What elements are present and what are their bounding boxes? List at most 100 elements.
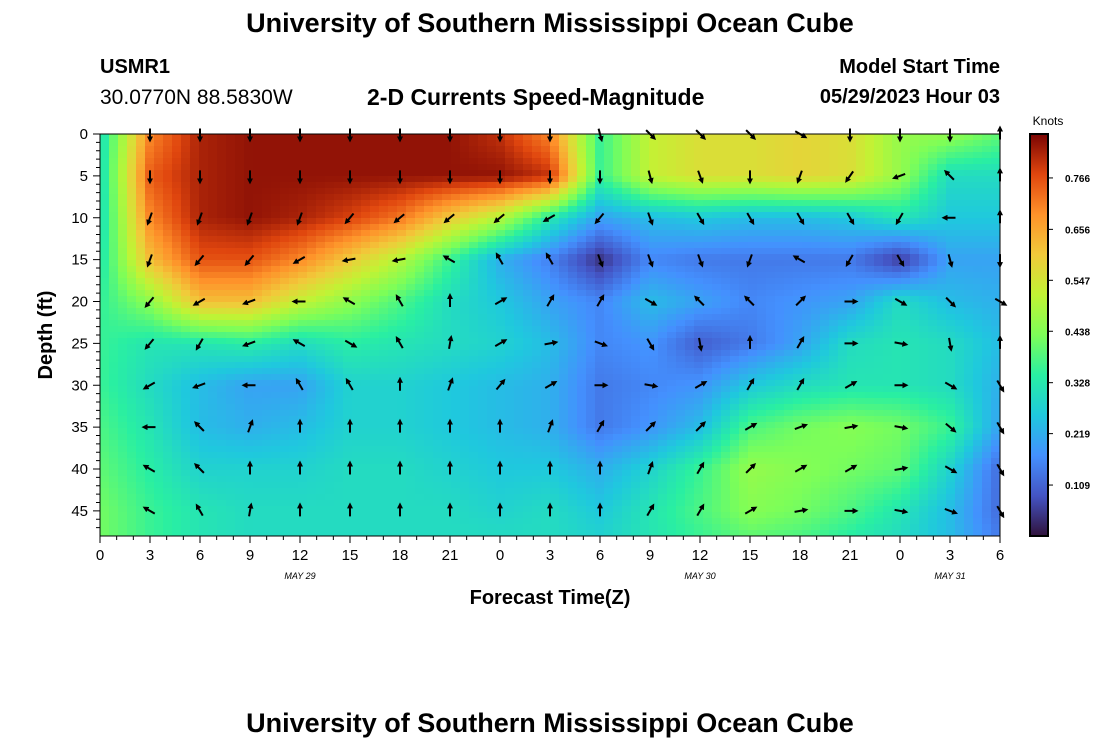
heatmap-cell [100,224,110,231]
heatmap-cell [883,200,893,207]
heatmap-cell [109,254,119,261]
heatmap-cell [910,314,920,321]
heatmap-cell [838,164,848,171]
heatmap-cell [559,332,569,339]
heatmap-cell [370,188,380,195]
heatmap-cell [676,386,686,393]
heatmap-cell [955,218,965,225]
heatmap-cell [514,194,524,201]
heatmap-cell [181,338,191,345]
heatmap-cell [883,416,893,423]
heatmap-cell [217,152,227,159]
heatmap-cell [847,158,857,165]
heatmap-cell [262,146,272,153]
heatmap-cell [532,392,542,399]
heatmap-cell [433,134,443,141]
heatmap-cell [163,164,173,171]
heatmap-cell [991,176,1000,183]
heatmap-cell [739,170,749,177]
heatmap-cell [514,386,524,393]
heatmap-cell [955,230,965,237]
heatmap-cell [577,428,587,435]
heatmap-cell [568,326,578,333]
heatmap-cell [397,170,407,177]
heatmap-cell [208,410,218,417]
heatmap-cell [361,170,371,177]
heatmap-cell [694,344,704,351]
heatmap-cell [127,422,137,429]
heatmap-cell [667,176,677,183]
heatmap-cell [838,320,848,327]
heatmap-cell [388,224,398,231]
heatmap-cell [397,146,407,153]
heatmap-cell [622,152,632,159]
heatmap-cell [775,296,785,303]
heatmap-cell [352,398,362,405]
heatmap-cell [442,350,452,357]
heatmap-cell [901,326,911,333]
heatmap-cell [325,368,335,375]
heatmap-cell [163,278,173,285]
heatmap-cell [487,416,497,423]
heatmap-cell [280,182,290,189]
heatmap-cell [937,272,947,279]
heatmap-cell [748,404,758,411]
heatmap-cell [919,302,929,309]
heatmap-cell [874,290,884,297]
heatmap-cell [460,146,470,153]
heatmap-cell [208,176,218,183]
heatmap-cell [604,314,614,321]
heatmap-cell [100,194,110,201]
heatmap-cell [703,194,713,201]
heatmap-cell [244,320,254,327]
heatmap-cell [298,398,308,405]
heatmap-cell [190,332,200,339]
heatmap-cell [613,200,623,207]
heatmap-cell [433,380,443,387]
heatmap-cell [946,326,956,333]
heatmap-cell [820,182,830,189]
heatmap-cell [757,158,767,165]
heatmap-cell [766,326,776,333]
heatmap-cell [577,242,587,249]
heatmap-cell [757,284,767,291]
heatmap-cell [577,416,587,423]
heatmap-cell [874,284,884,291]
heatmap-cell [802,212,812,219]
heatmap-cell [838,296,848,303]
heatmap-cell [541,374,551,381]
heatmap-cell [100,392,110,399]
heatmap-cell [703,224,713,231]
heatmap-cell [757,194,767,201]
heatmap-cell [127,170,137,177]
heatmap-cell [370,206,380,213]
heatmap-cell [217,140,227,147]
heatmap-cell [343,398,353,405]
heatmap-cell [154,188,164,195]
heatmap-cell [910,146,920,153]
heatmap-cell [991,170,1000,177]
heatmap-cell [118,392,128,399]
heatmap-cell [496,266,506,273]
heatmap-cell [550,266,560,273]
station-coordinates: 30.0770N 88.5830W [100,86,293,109]
heatmap-cell [649,326,659,333]
heatmap-cell [487,296,497,303]
heatmap-cell [235,254,245,261]
heatmap-cell [406,374,416,381]
heatmap-cell [568,308,578,315]
heatmap-cell [217,236,227,243]
heatmap-cell [721,410,731,417]
heatmap-cell [874,314,884,321]
heatmap-cell [415,428,425,435]
heatmap-cell [154,344,164,351]
heatmap-cell [820,272,830,279]
heatmap-cell [838,386,848,393]
heatmap-cell [559,296,569,303]
heatmap-cell [667,170,677,177]
heatmap-cell [568,200,578,207]
heatmap-cell [289,212,299,219]
heatmap-cell [973,362,983,369]
heatmap-cell [190,146,200,153]
heatmap-cell [289,242,299,249]
